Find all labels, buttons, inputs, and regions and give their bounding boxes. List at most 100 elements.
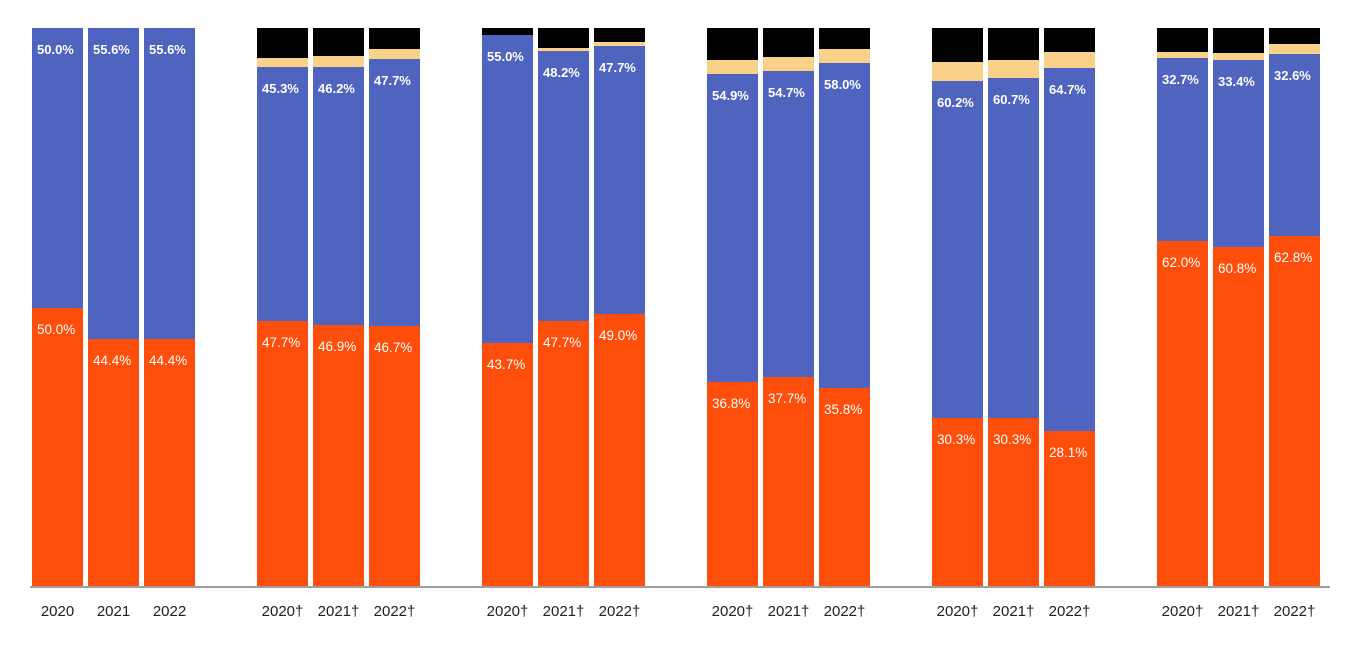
- segment-blue: 48.2%: [538, 50, 589, 321]
- segment-tan: [313, 56, 364, 67]
- orange-segment-label: 62.8%: [1274, 250, 1313, 266]
- stacked-bar: 54.7% 37.7% 2021†: [763, 28, 814, 620]
- segment-blue: 58.0%: [819, 62, 870, 388]
- stacked-bar: 50.0% 50.0% 2020: [32, 28, 83, 620]
- bar-stack: 47.7% 49.0%: [594, 28, 645, 588]
- bar-group: 50.0% 50.0% 2020 55.6% 44.4% 2021 55.6% 44.4% 20…: [32, 28, 195, 620]
- segment-black: [1044, 28, 1095, 53]
- x-tick-label: 2022†: [373, 603, 416, 620]
- segment-blue: 33.4%: [1213, 60, 1264, 248]
- segment-orange: 44.4%: [144, 339, 195, 588]
- orange-segment-label: 44.4%: [149, 353, 188, 369]
- orange-segment-label: 47.7%: [262, 334, 301, 350]
- segment-black: [594, 28, 645, 42]
- stacked-bar: 60.7% 30.3% 2021†: [988, 28, 1039, 620]
- x-tick-label: 2021†: [317, 603, 360, 620]
- x-tick-label: 2021†: [542, 603, 585, 620]
- segment-tan: [538, 47, 589, 51]
- segment-black: [482, 28, 533, 36]
- segment-black: [538, 28, 589, 48]
- orange-segment-label: 43.7%: [487, 357, 526, 373]
- blue-segment-label: 47.7%: [599, 60, 636, 76]
- stacked-bar: 64.7% 28.1% 2022†: [1044, 28, 1095, 620]
- blue-segment-label: 46.2%: [318, 80, 355, 96]
- segment-black: [1269, 28, 1320, 45]
- segment-orange: 47.7%: [257, 320, 308, 588]
- orange-segment-label: 44.4%: [93, 353, 132, 369]
- stacked-bar: 32.6% 62.8% 2022†: [1269, 28, 1320, 620]
- segment-blue: 54.9%: [707, 74, 758, 382]
- orange-segment-label: 37.7%: [768, 390, 807, 406]
- stacked-bar: 55.6% 44.4% 2022: [144, 28, 195, 620]
- segment-tan: [594, 42, 645, 47]
- stacked-bar: 47.7% 46.7% 2022†: [369, 28, 420, 620]
- segment-orange: 60.8%: [1213, 247, 1264, 588]
- blue-segment-label: 47.7%: [374, 73, 411, 89]
- bar-stack: 60.2% 30.3%: [932, 28, 983, 588]
- segment-blue: 55.6%: [88, 28, 139, 340]
- orange-segment-label: 46.9%: [318, 339, 357, 355]
- segment-blue: 54.7%: [763, 70, 814, 377]
- x-tick-label: 2021†: [992, 603, 1035, 620]
- bar-stack: 32.6% 62.8%: [1269, 28, 1320, 588]
- x-tick-label: 2020†: [486, 603, 529, 620]
- blue-segment-label: 64.7%: [1049, 82, 1086, 98]
- stacked-bar: 45.3% 47.7% 2020†: [257, 28, 308, 620]
- segment-blue: 47.7%: [594, 46, 645, 314]
- stacked-bar: 55.0% 43.7% 2020†: [482, 28, 533, 620]
- segment-orange: 44.4%: [88, 339, 139, 588]
- bar-group: 55.0% 43.7% 2020† 48.2% 47.7% 2021† 47.7% 49.0%…: [482, 28, 645, 620]
- segment-orange: 30.3%: [988, 418, 1039, 588]
- bar-stack: 60.7% 30.3%: [988, 28, 1039, 588]
- stacked-bar: 46.2% 46.9% 2021†: [313, 28, 364, 620]
- segment-tan: [932, 62, 983, 82]
- x-tick-label: 2022†: [1273, 603, 1316, 620]
- x-axis-line: [30, 586, 1330, 588]
- bar-stack: 46.2% 46.9%: [313, 28, 364, 588]
- stacked-bar: 32.7% 62.0% 2020†: [1157, 28, 1208, 620]
- orange-segment-label: 46.7%: [374, 340, 413, 356]
- segment-blue: 60.2%: [932, 81, 983, 419]
- segment-orange: 46.7%: [369, 326, 420, 588]
- blue-segment-label: 55.0%: [487, 49, 524, 65]
- segment-blue: 32.7%: [1157, 57, 1208, 241]
- segment-tan: [1157, 51, 1208, 58]
- segment-orange: 43.7%: [482, 343, 533, 588]
- bar-group: 54.9% 36.8% 2020† 54.7% 37.7% 2021† 58.0% 35.8%…: [707, 28, 870, 620]
- segment-orange: 30.3%: [932, 418, 983, 588]
- segment-orange: 47.7%: [538, 320, 589, 588]
- segment-black: [763, 28, 814, 58]
- segment-tan: [1213, 53, 1264, 61]
- segment-orange: 62.0%: [1157, 240, 1208, 588]
- blue-segment-label: 32.6%: [1274, 67, 1311, 83]
- segment-orange: 50.0%: [32, 308, 83, 588]
- x-tick-label: 2020†: [1161, 603, 1204, 620]
- segment-blue: 64.7%: [1044, 68, 1095, 431]
- plot-area: 50.0% 50.0% 2020 55.6% 44.4% 2021 55.6% 44.4% 20…: [32, 28, 1320, 620]
- segment-orange: 49.0%: [594, 313, 645, 588]
- segment-black: [1157, 28, 1208, 52]
- x-tick-label: 2021†: [767, 603, 810, 620]
- segment-black: [369, 28, 420, 50]
- blue-segment-label: 60.7%: [993, 92, 1030, 108]
- x-tick-label: 2020: [40, 603, 75, 620]
- segment-orange: 37.7%: [763, 376, 814, 588]
- segment-black: [988, 28, 1039, 61]
- stacked-bar: 55.6% 44.4% 2021: [88, 28, 139, 620]
- stacked-bar: 60.2% 30.3% 2020†: [932, 28, 983, 620]
- segment-black: [707, 28, 758, 61]
- segment-orange: 35.8%: [819, 387, 870, 588]
- segment-tan: [763, 57, 814, 71]
- blue-segment-label: 58.0%: [824, 76, 861, 92]
- orange-segment-label: 50.0%: [37, 322, 76, 337]
- segment-black: [313, 28, 364, 56]
- orange-segment-label: 36.8%: [712, 395, 751, 411]
- segment-black: [932, 28, 983, 63]
- segment-tan: [988, 60, 1039, 79]
- segment-blue: 60.7%: [988, 78, 1039, 419]
- segment-tan: [1044, 52, 1095, 69]
- x-tick-label: 2020†: [261, 603, 304, 620]
- bar-stack: 58.0% 35.8%: [819, 28, 870, 588]
- segment-tan: [707, 60, 758, 75]
